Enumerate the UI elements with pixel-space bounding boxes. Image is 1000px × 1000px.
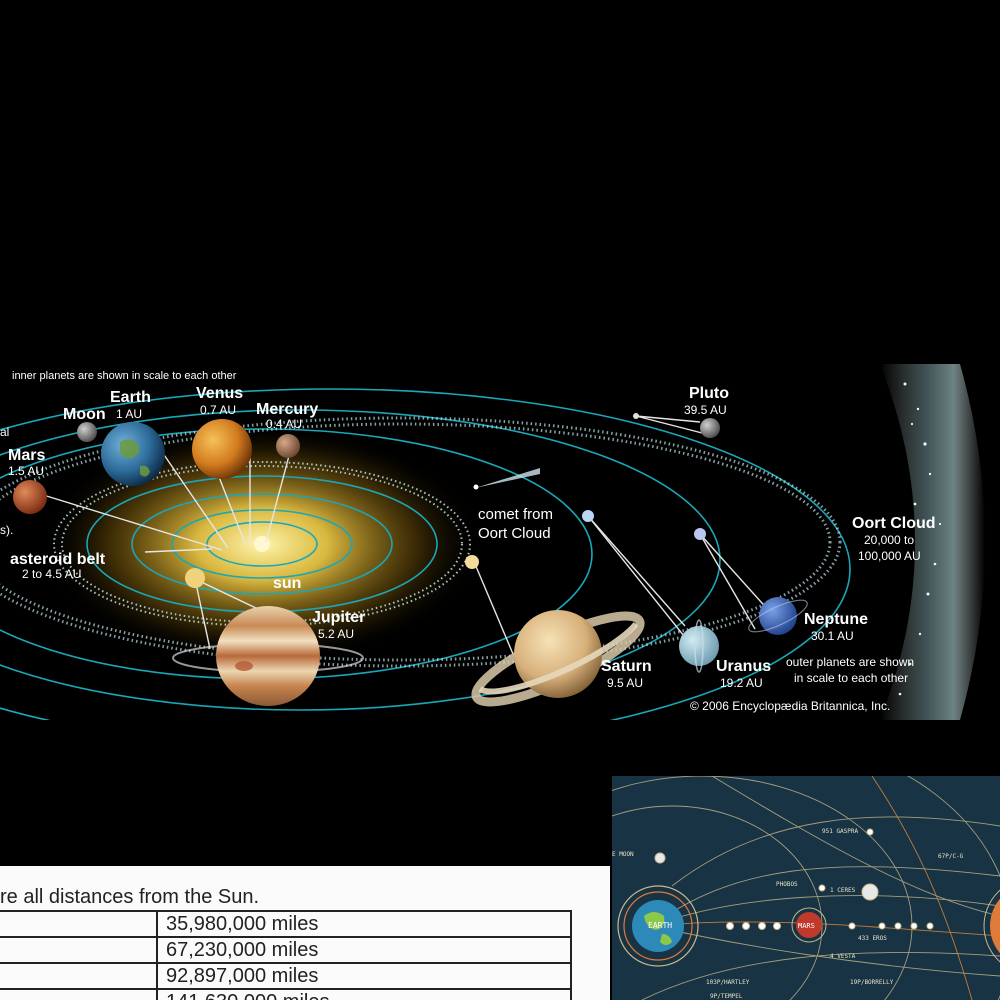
table-row: 141,630,000 miles xyxy=(0,988,572,1000)
earth-label: Earth xyxy=(110,389,151,406)
table-cell-label xyxy=(0,962,158,990)
pointer-lines xyxy=(39,415,771,657)
earth-distance: 1 AU xyxy=(116,407,142,421)
comet-label-line2: Oort Cloud xyxy=(478,525,551,542)
inner-scale-note: inner planets are shown in scale to each… xyxy=(12,370,237,382)
table-cell-value: 92,897,000 miles xyxy=(156,962,572,990)
map-mars-label: MARS xyxy=(798,922,815,930)
map-vesta-label: 4 VESTA xyxy=(830,953,856,960)
table-row: 92,897,000 miles xyxy=(0,962,572,990)
map-ceres-label: 1 CERES xyxy=(830,887,856,894)
pluto-planet xyxy=(700,418,720,438)
venus-planet xyxy=(192,419,252,479)
map-ceres xyxy=(861,883,879,901)
neptune-label: Neptune xyxy=(804,611,868,628)
map-moon-label: E MOON xyxy=(612,851,634,858)
map-earth xyxy=(617,885,699,967)
uranus-planet xyxy=(679,619,719,673)
uranus-distance: 19.2 AU xyxy=(720,676,763,690)
outer-scale-note-2: in scale to each other xyxy=(794,671,908,685)
map-jupiter xyxy=(983,889,1000,963)
orbit-markers xyxy=(185,413,706,588)
table-cell-label xyxy=(0,988,158,1000)
map-borrelly-label: 19P/BORRELLY xyxy=(850,979,894,986)
moon-label: Moon xyxy=(63,406,106,423)
oort-cloud-range-2: 100,000 AU xyxy=(858,549,921,563)
map-eros-label: 433 EROS xyxy=(858,935,887,942)
mercury-label: Mercury xyxy=(256,401,318,418)
table-row: 35,980,000 miles xyxy=(0,910,572,938)
saturn-planet xyxy=(471,610,645,707)
mercury-planet xyxy=(276,434,300,458)
table-row: 67,230,000 miles xyxy=(0,936,572,964)
kuiper-belt xyxy=(0,416,842,668)
moon-planet xyxy=(77,422,97,442)
neptune-planet xyxy=(748,597,808,635)
oort-cloud-band xyxy=(880,364,985,720)
table-cell-value: 141,630,000 miles xyxy=(156,988,572,1000)
uranus-label: Uranus xyxy=(716,658,771,675)
asteroid-belt-range: 2 to 4.5 AU xyxy=(22,567,81,581)
map-gaspra-label: 951 GASPRA xyxy=(822,828,859,835)
distance-table: 35,980,000 miles 67,230,000 miles 92,897… xyxy=(0,910,572,1000)
saturn-distance: 9.5 AU xyxy=(607,676,643,690)
map-orange-paths xyxy=(651,776,1000,1000)
oort-cloud-specks xyxy=(898,382,942,696)
jupiter-distance: 5.2 AU xyxy=(318,627,354,641)
venus-label: Venus xyxy=(196,385,243,402)
map-mars xyxy=(791,907,827,943)
map-tempel-label: 9P/TEMPEL xyxy=(710,993,743,1000)
comet xyxy=(473,468,540,490)
neptune-distance: 30.1 AU xyxy=(811,629,854,643)
table-cell-label xyxy=(0,936,158,964)
solar-system-diagram: inner planets are shown in scale to each… xyxy=(0,364,1000,720)
distance-table-panel: re all distances from the Sun. 35,980,00… xyxy=(0,866,610,1000)
clipped-left-text-b: s). xyxy=(0,523,13,537)
copyright-notice: © 2006 Encyclopædia Britannica, Inc. xyxy=(690,699,890,713)
table-cell-value: 35,980,000 miles xyxy=(156,910,572,938)
map-hartley-label: 103P/HARTLEY xyxy=(706,979,750,986)
map-moon xyxy=(654,852,666,864)
jupiter-label: Jupiter xyxy=(312,609,365,626)
table-cell-label xyxy=(0,910,158,938)
pluto-distance: 39.5 AU xyxy=(684,403,727,417)
saturn-label: Saturn xyxy=(601,658,652,675)
map-comet-top-label: 67P/C-G xyxy=(938,853,964,860)
earth-continents xyxy=(120,439,150,477)
outer-scale-note-1: outer planets are shown xyxy=(786,655,914,669)
sun-label: sun xyxy=(273,575,301,592)
venus-distance: 0.7 AU xyxy=(200,403,236,417)
table-caption: re all distances from the Sun. xyxy=(0,886,260,908)
oort-cloud-label: Oort Cloud xyxy=(852,515,936,532)
asteroid-belt-label: asteroid belt xyxy=(10,551,106,568)
comet-label-line1: comet from xyxy=(478,506,553,523)
pluto-label: Pluto xyxy=(689,385,729,402)
jupiter-planet xyxy=(172,606,364,706)
mars-label: Mars xyxy=(8,447,45,464)
mission-map-panel: EARTH E MOON MARS 951 GASPRA PHOBOS 1 CE… xyxy=(612,776,1000,1000)
map-phobos-label: PHOBOS xyxy=(776,881,798,888)
mars-planet xyxy=(13,480,47,514)
map-mission-markers xyxy=(726,828,934,930)
map-earth-label: EARTH xyxy=(648,921,672,930)
table-cell-value: 67,230,000 miles xyxy=(156,936,572,964)
clipped-left-text-a: al xyxy=(0,425,9,439)
mars-distance: 1.5 AU xyxy=(8,464,44,478)
oort-cloud-range-1: 20,000 to xyxy=(864,533,914,547)
mercury-distance: 0.4 AU xyxy=(266,417,302,431)
